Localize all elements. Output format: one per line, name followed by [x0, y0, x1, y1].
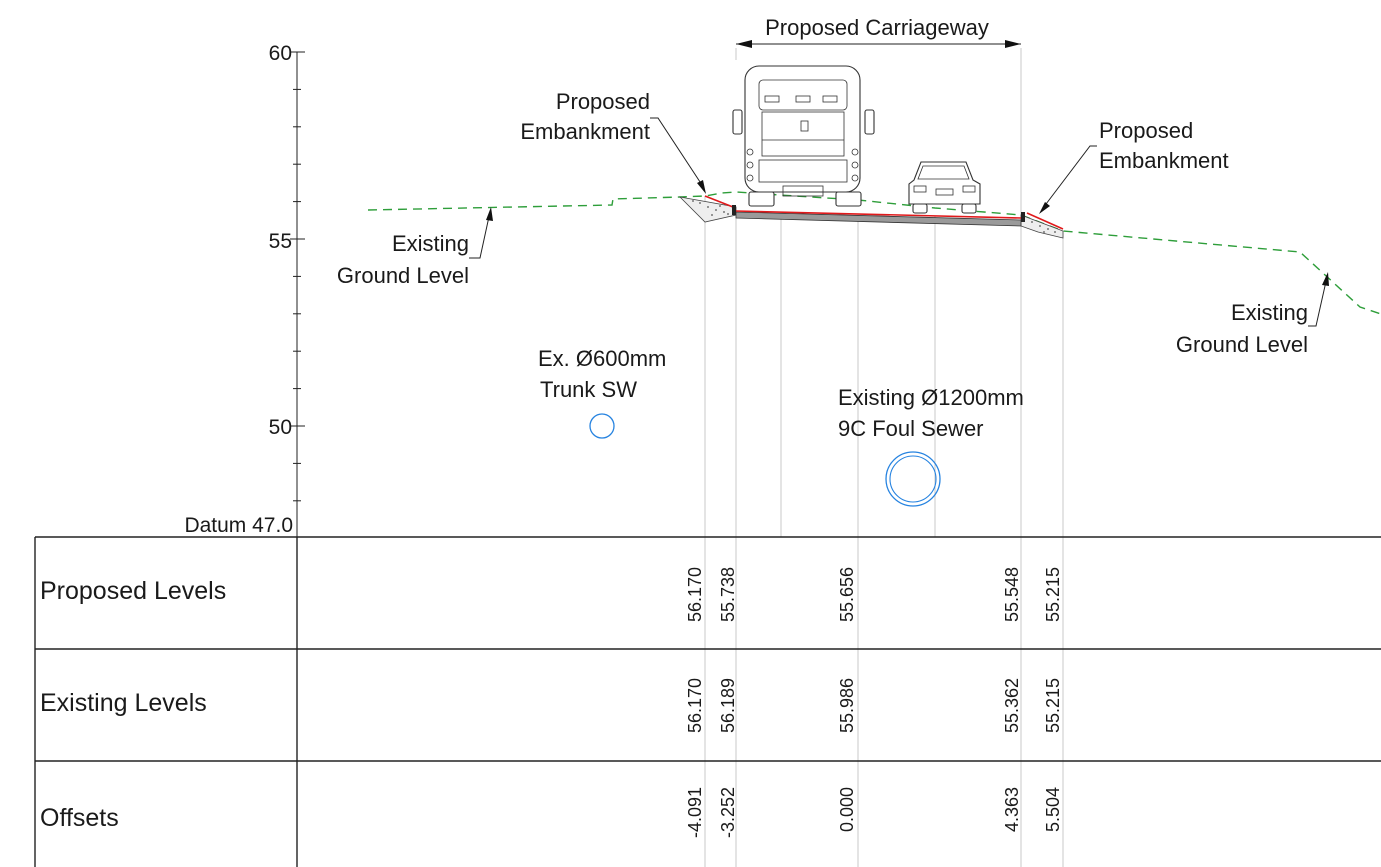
pipe-600-icon: [589, 413, 615, 439]
bus-icon: [732, 65, 875, 207]
pipe-1200-outer-icon: [885, 451, 941, 507]
axis-tick-label-50: 50: [269, 416, 292, 439]
pipe-large-line2: 9C Foul Sewer: [838, 416, 984, 441]
embankment-left-line2: Embankment: [520, 119, 650, 144]
ground-right-line2: Ground Level: [1176, 332, 1308, 357]
table-cell: 55.215: [1043, 678, 1063, 733]
ground-right-line1: Existing: [1231, 300, 1308, 325]
carriageway-dimension: Proposed Carriageway: [736, 15, 1021, 48]
car-icon: [908, 161, 981, 214]
proposed-embankment-left: [678, 195, 737, 223]
table-cell: -3.252: [718, 787, 738, 838]
kerb-right: [1021, 212, 1025, 222]
table-cell: 55.215: [1043, 567, 1063, 622]
row-title-existing-levels: Existing Levels: [40, 689, 207, 717]
proposed-carriageway-pavement: [732, 205, 1025, 227]
table-cell: 56.189: [718, 678, 738, 733]
embankment-right-line1: Proposed: [1099, 118, 1193, 143]
trunk-sw-pipe: Ex. Ø600mm Trunk SW: [538, 346, 666, 439]
ground-right-annotation: Existing Ground Level: [1176, 272, 1329, 357]
embankment-left-line1: Proposed: [556, 89, 650, 114]
ground-left-annotation: Existing Ground Level: [337, 207, 493, 288]
axis-tick-label-60: 60: [269, 42, 292, 65]
table-cell: 55.548: [1002, 567, 1022, 622]
existing-ground-line: [367, 191, 1381, 315]
table-cell: 5.504: [1043, 787, 1063, 832]
row-title-offsets: Offsets: [40, 804, 119, 832]
pipe-large-line1: Existing Ø1200mm: [838, 385, 1024, 410]
table-cell: 56.170: [685, 567, 705, 622]
level-axis: 60 55 50 Datum 47.0: [184, 42, 305, 537]
table-cell: 55.362: [1002, 678, 1022, 733]
embankment-right-annotation: Proposed Embankment: [1039, 118, 1229, 214]
embankment-right-line2: Embankment: [1099, 148, 1229, 173]
kerb-left: [732, 205, 736, 215]
levels-table: Proposed Levels Existing Levels Offsets …: [34, 536, 1381, 867]
table-cell: 55.656: [837, 567, 857, 622]
datum-label: Datum 47.0: [184, 514, 293, 537]
pipe-small-line1: Ex. Ø600mm: [538, 346, 666, 371]
axis-ticks: [290, 51, 305, 502]
ground-left-line1: Existing: [392, 231, 469, 256]
pipe-small-line2: Trunk SW: [540, 377, 637, 402]
table-cell: -4.091: [685, 787, 705, 838]
carriageway-label: Proposed Carriageway: [765, 15, 989, 40]
offset-guide-lines: [704, 48, 1064, 867]
table-cell: 55.986: [837, 678, 857, 733]
foul-sewer-pipe: Existing Ø1200mm 9C Foul Sewer: [838, 385, 1024, 507]
table-cell: 56.170: [685, 678, 705, 733]
axis-tick-label-55: 55: [269, 230, 292, 253]
pipe-1200-inner-icon: [889, 455, 937, 503]
table-cell: 55.738: [718, 567, 738, 622]
embankment-left-annotation: Proposed Embankment: [520, 89, 706, 194]
table-cell: 0.000: [837, 787, 857, 832]
ground-left-line2: Ground Level: [337, 263, 469, 288]
table-cell: 4.363: [1002, 787, 1022, 832]
row-title-proposed-levels: Proposed Levels: [40, 577, 226, 605]
